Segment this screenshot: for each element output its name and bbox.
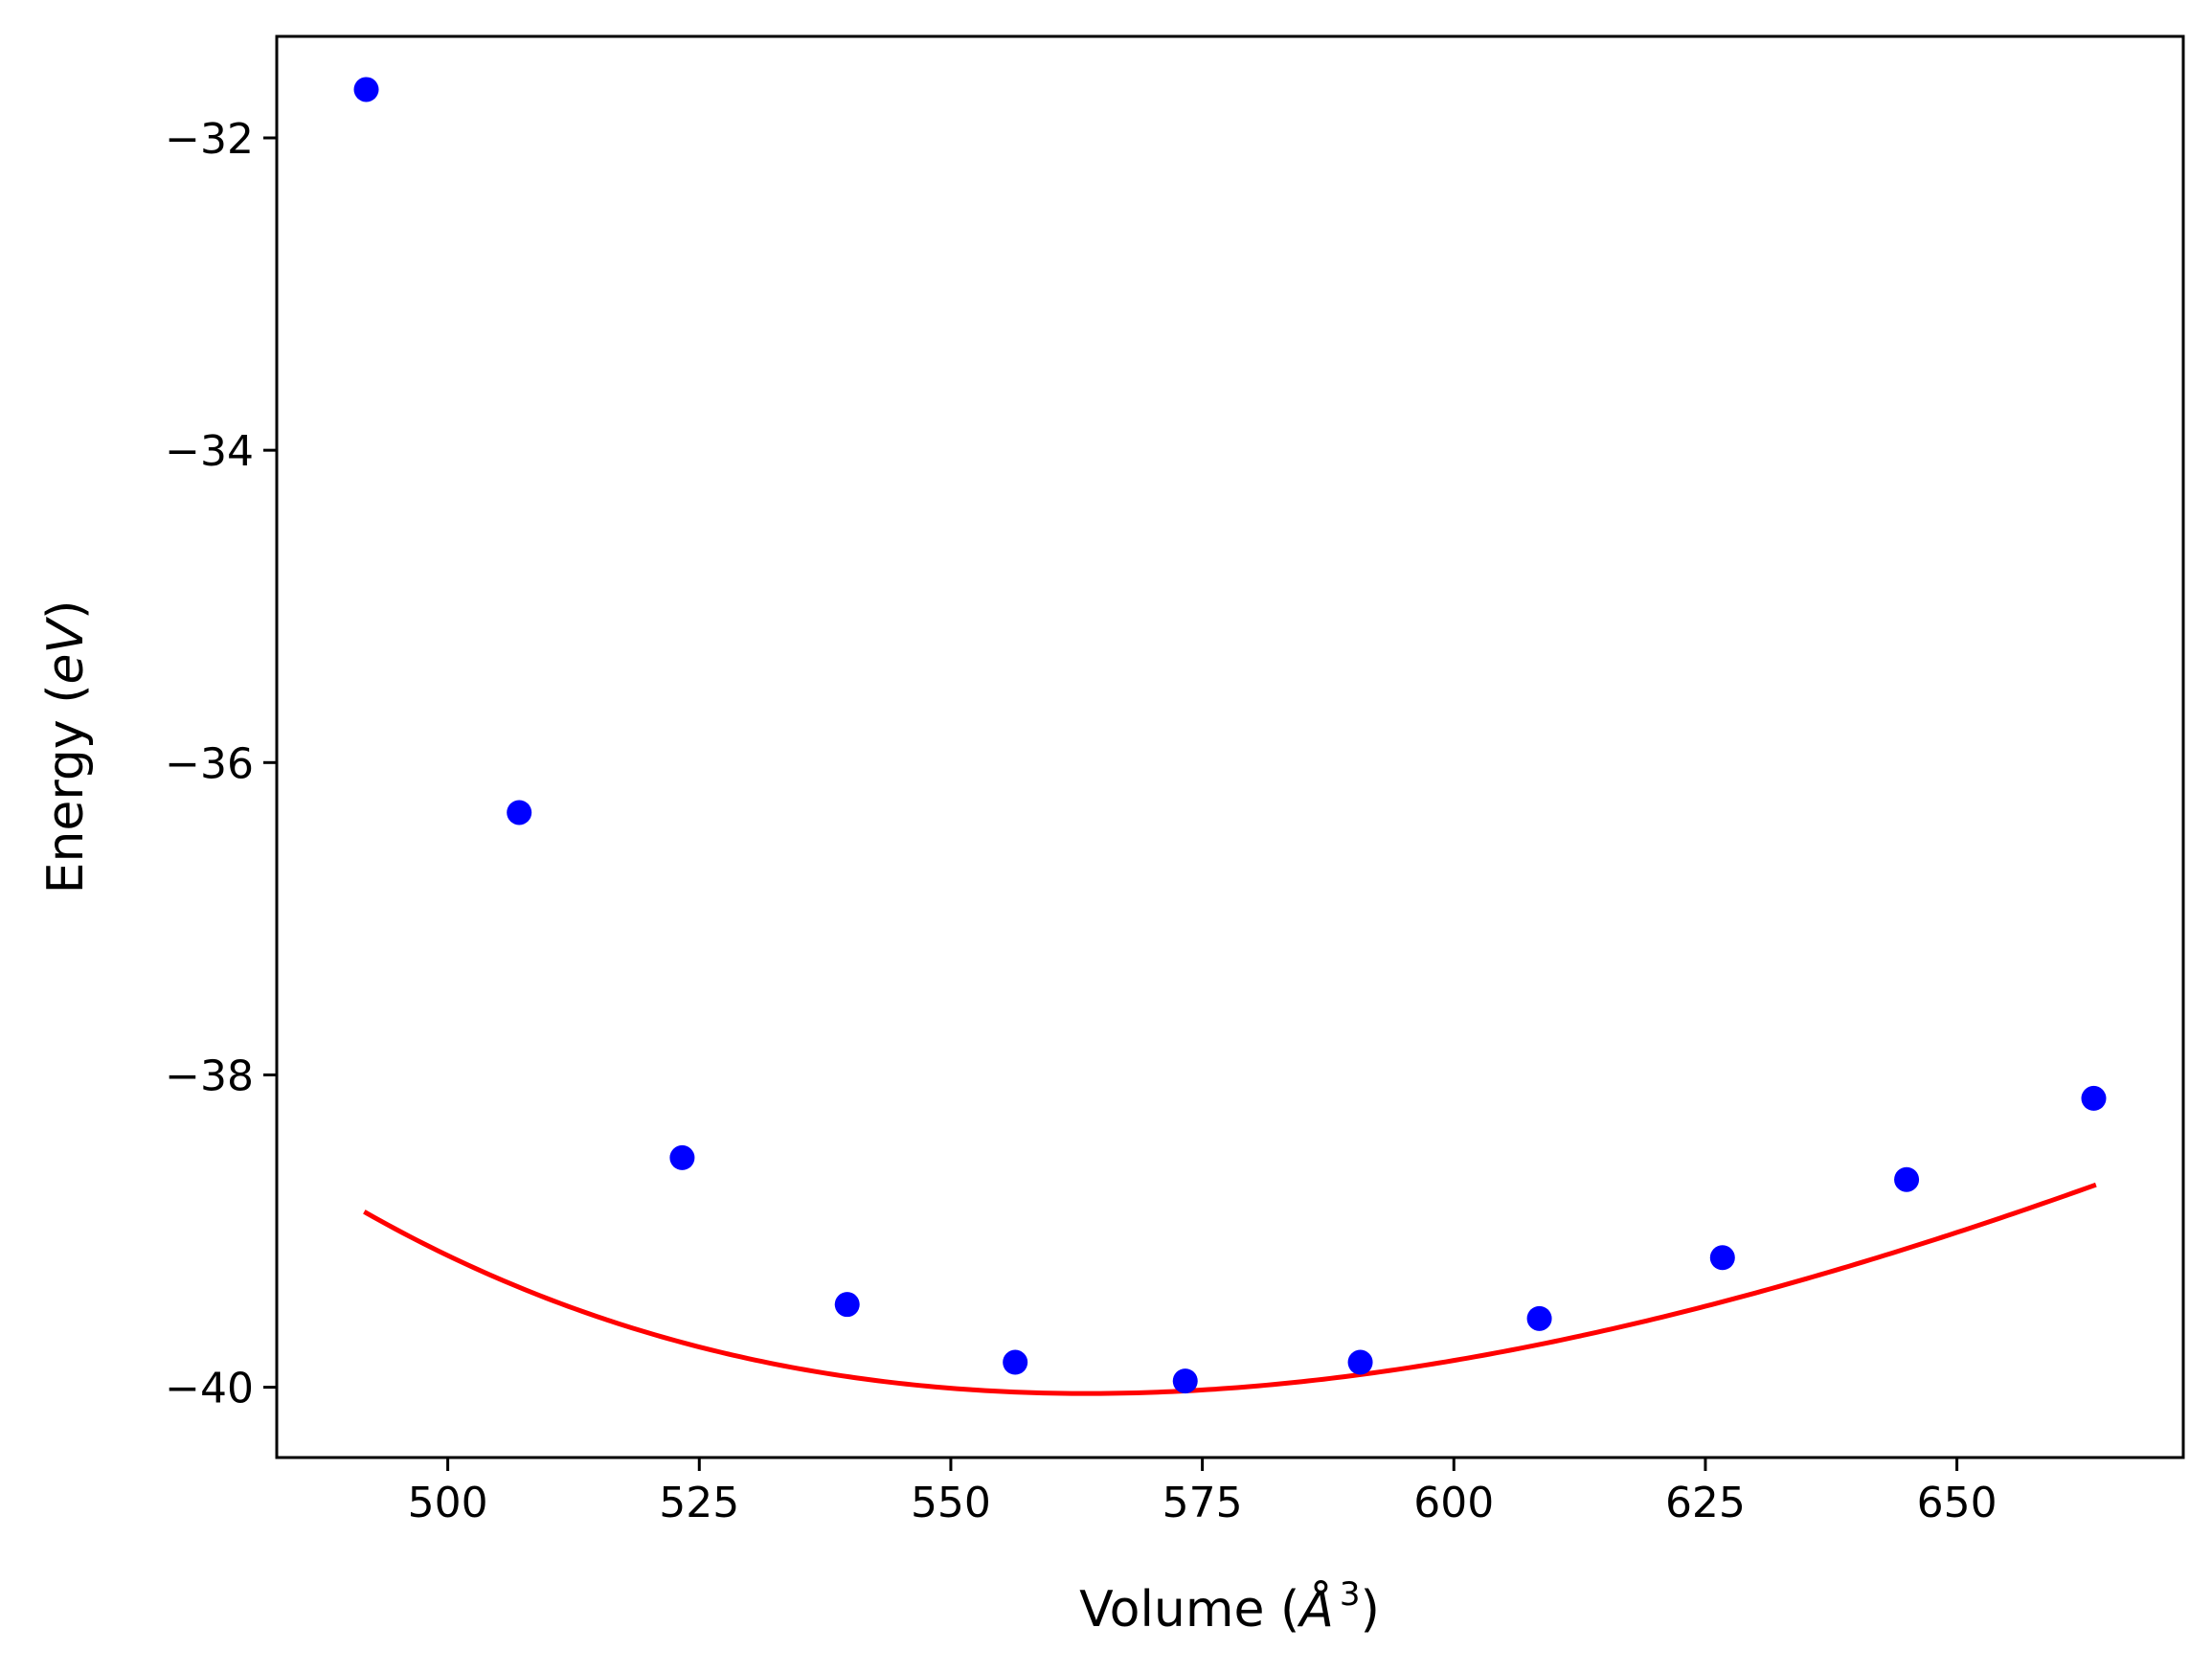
data-point [669,1144,695,1170]
data-point [1172,1368,1198,1394]
x-tick-label: 500 [408,1479,488,1527]
data-point [1526,1305,1552,1331]
y-tick-label: −34 [165,427,254,476]
y-axis-label: Energy (eV) [37,600,95,894]
data-point [834,1292,860,1318]
data-point [353,77,379,102]
axes-frame [275,34,2185,1459]
y-axis-label-var: eV [37,617,95,685]
plot-area [353,77,2107,1396]
x-axis-label-sup: 3 [1340,1575,1361,1614]
x-axis-label: Volume (Å 3) [1079,1575,1380,1639]
y-axis-ticks: −32 −34 −36 −38 −40 [165,115,277,1413]
data-point [1709,1245,1735,1271]
x-tick-label: 525 [659,1479,739,1527]
x-axis-label-suffix: ) [1361,1581,1380,1639]
y-tick-label: −32 [165,115,254,164]
fit-curve [363,1182,2097,1396]
data-point [2081,1085,2107,1111]
x-tick-label: 575 [1162,1479,1243,1527]
y-tick-label: −40 [165,1365,254,1413]
y-tick-label: −38 [165,1051,254,1100]
y-axis-label-suffix: ) [37,600,95,620]
x-axis-ticks: 500 525 550 575 600 625 650 [408,1458,1998,1527]
data-point [1894,1166,1920,1192]
data-point [507,800,532,825]
data-point [1003,1349,1028,1375]
x-tick-label: 625 [1665,1479,1746,1527]
y-tick-label: −36 [165,739,254,788]
x-tick-label: 550 [911,1479,991,1527]
x-axis-label-var: Å [1297,1579,1334,1639]
x-axis-label-prefix: Volume ( [1079,1581,1299,1639]
y-axis-label-prefix: Energy ( [37,685,95,894]
data-point [1347,1349,1373,1375]
x-tick-label: 600 [1413,1479,1494,1527]
x-tick-label: 650 [1917,1479,1998,1527]
